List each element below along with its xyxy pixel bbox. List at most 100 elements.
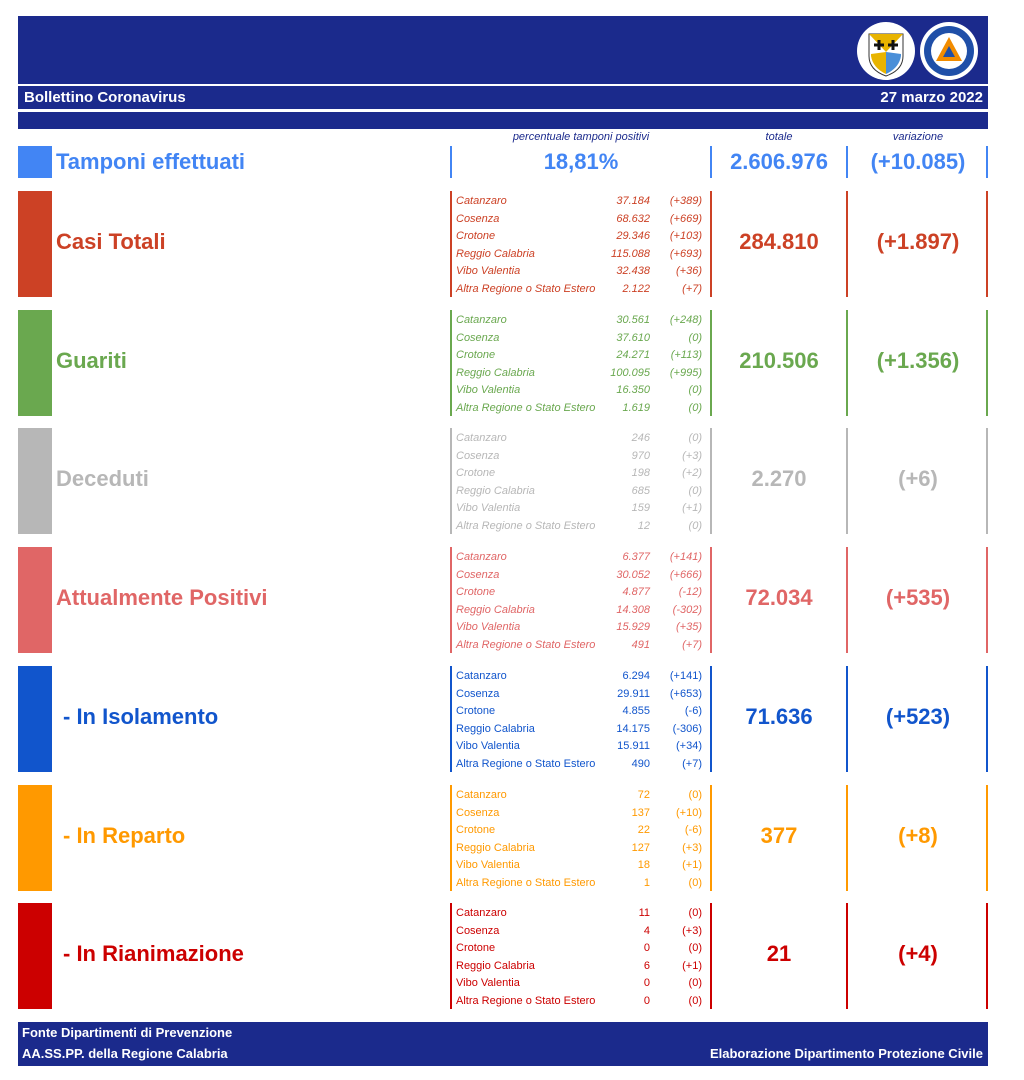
province-row: Altra Regione o Stato Estero 490 (+7) [452, 757, 710, 775]
tamponi-total: 2.606.976 [730, 149, 828, 174]
province-name: Altra Regione o Stato Estero [456, 638, 596, 651]
category-variation: (+4) [898, 941, 938, 966]
divider [710, 146, 712, 178]
province-value: 15.911 [617, 740, 650, 752]
province-value: 0 [643, 994, 650, 1007]
province-name: Crotone [456, 705, 496, 717]
province-delta: (-6) [684, 824, 702, 836]
calabria-shield-icon [858, 23, 914, 79]
category-total: 21 [766, 941, 792, 966]
divider [710, 903, 712, 1009]
province-row: Catanzaro 6.294 (+141) [452, 669, 710, 687]
province-row: Altra Regione o Stato Estero 1.619 (0) [452, 401, 710, 419]
province-row: Cosenza 37.610 (0) [452, 331, 710, 349]
province-value: 22 [637, 824, 650, 836]
province-delta: (+693) [669, 247, 702, 260]
province-name: Altra Regione o Stato Estero [456, 519, 596, 532]
province-value: 127 [631, 841, 650, 854]
category-row: Attualmente Positivi Catanzaro 6.377 (+141)… [0, 547, 1024, 653]
province-value: 4.877 [622, 586, 650, 598]
tamponi-color-bar [18, 146, 52, 178]
province-row: Crotone 4.855 (-6) [452, 704, 710, 722]
province-value: 6.294 [622, 670, 650, 682]
protezione-civile-logo [920, 22, 978, 80]
province-row: Reggio Calabria 6 (+1) [452, 959, 710, 977]
province-name: Altra Regione o Stato Estero [456, 876, 596, 889]
divider [450, 547, 452, 653]
province-delta: (-306) [672, 722, 702, 735]
province-delta: (+653) [669, 687, 702, 700]
province-value: 29.346 [616, 230, 650, 242]
province-value: 970 [631, 449, 650, 462]
category-total: 377 [760, 823, 798, 848]
header-band [18, 16, 988, 84]
province-delta: (0) [688, 384, 702, 396]
divider [450, 428, 452, 534]
province-value: 30.052 [616, 568, 650, 581]
category-label: - In Reparto [63, 823, 186, 848]
bulletin-date: 27 marzo 2022 [880, 89, 983, 106]
province-list: Catanzaro 11 (0) Cosenza 4 (+3) Crotone 0 (0) Reg… [452, 906, 710, 1011]
province-delta: (0) [688, 942, 702, 954]
province-name: Vibo Valentia [456, 384, 521, 396]
divider [986, 903, 988, 1009]
province-delta: (0) [688, 789, 702, 801]
province-row: Vibo Valentia 32.438 (+36) [452, 264, 710, 282]
divider [986, 146, 988, 178]
province-value: 100.095 [610, 366, 650, 379]
calabria-region-logo [857, 22, 915, 80]
province-row: Catanzaro 30.561 (+248) [452, 313, 710, 331]
divider [450, 191, 452, 297]
province-delta: (+2) [682, 467, 702, 479]
province-row: Altra Regione o Stato Estero 12 (0) [452, 519, 710, 537]
category-label: - In Isolamento [63, 704, 219, 729]
province-delta: (+3) [682, 841, 702, 854]
province-delta: (+389) [669, 195, 702, 207]
province-delta: (+34) [676, 740, 702, 752]
province-delta: (+113) [670, 349, 702, 361]
province-name: Cosenza [456, 924, 500, 937]
province-name: Cosenza [456, 568, 500, 581]
province-delta: (+7) [682, 757, 702, 770]
province-delta: (+666) [669, 568, 702, 581]
province-value: 4.855 [622, 705, 650, 717]
province-value: 1.619 [622, 401, 650, 414]
category-color-bar [18, 903, 52, 1009]
province-row: Reggio Calabria 115.088 (+693) [452, 247, 710, 265]
category-variation: (+6) [898, 466, 938, 491]
province-name: Vibo Valentia [456, 977, 520, 989]
column-header-total: totale [765, 131, 793, 143]
province-value: 137 [631, 806, 650, 819]
divider [450, 785, 452, 891]
category-label: Guariti [56, 348, 127, 373]
separator-band [18, 112, 988, 129]
province-delta: (0) [688, 484, 702, 497]
province-name: Catanzaro [456, 551, 507, 563]
province-value: 30.561 [616, 314, 650, 326]
province-name: Reggio Calabria [456, 603, 535, 616]
province-name: Cosenza [456, 331, 500, 344]
province-name: Cosenza [456, 687, 500, 700]
divider [846, 666, 848, 772]
category-row: - In Isolamento Catanzaro 6.294 (+141) Cosen… [0, 666, 1024, 772]
province-name: Crotone [456, 467, 496, 479]
province-delta: (+7) [682, 282, 702, 295]
province-delta: (+1) [682, 502, 702, 514]
province-value: 16.350 [616, 384, 650, 396]
province-row: Altra Regione o Stato Estero 1 (0) [452, 876, 710, 894]
category-row: - In Reparto Catanzaro 72 (0) Cosenza 137 (+10… [0, 785, 1024, 891]
civil-protection-icon [921, 23, 977, 79]
province-row: Reggio Calabria 100.095 (+995) [452, 366, 710, 384]
category-variation: (+523) [885, 704, 951, 729]
province-delta: (-302) [672, 603, 702, 616]
province-delta: (+36) [676, 265, 702, 277]
province-row: Cosenza 30.052 (+666) [452, 568, 710, 586]
province-value: 2.122 [622, 282, 650, 295]
province-value: 37.184 [616, 195, 650, 207]
category-label: Casi Totali [56, 229, 166, 254]
province-name: Cosenza [456, 449, 500, 462]
divider [846, 191, 848, 297]
province-name: Vibo Valentia [456, 502, 521, 514]
province-row: Vibo Valentia 0 (0) [452, 976, 710, 994]
province-row: Vibo Valentia 159 (+1) [452, 501, 710, 519]
